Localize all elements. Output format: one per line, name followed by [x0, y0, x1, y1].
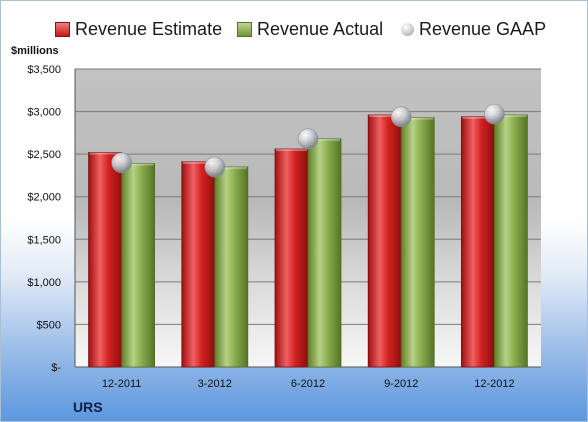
legend-label-estimate: Revenue Estimate — [75, 18, 223, 39]
bar-estimate-top-highlight — [89, 152, 121, 155]
legend-swatch-estimate — [55, 21, 70, 37]
x-tick-label: 6-2012 — [291, 378, 325, 390]
bar-estimate — [88, 152, 122, 368]
bar-estimate-top-highlight — [369, 114, 401, 117]
bar-actual — [493, 114, 528, 368]
y-tick-label: $3,500 — [27, 64, 61, 76]
gaap-marker — [297, 128, 319, 150]
legend-swatch-actual — [237, 21, 252, 37]
y-tick-label: $1,000 — [27, 277, 61, 289]
bar-estimate-top-highlight — [182, 161, 214, 164]
bar-estimate-top-highlight — [276, 149, 307, 152]
y-tick-label: $2,000 — [27, 192, 61, 204]
x-tick-label: 9-2012 — [384, 378, 418, 390]
bar-actual-top-highlight — [309, 138, 340, 141]
x-tick-label: 3-2012 — [198, 378, 232, 390]
company-label: URS — [73, 399, 103, 415]
bar-actual — [121, 163, 155, 368]
bar-estimate — [460, 116, 495, 368]
legend-label-actual: Revenue Actual — [257, 18, 384, 39]
y-tick-label: $500 — [37, 319, 61, 331]
x-tick-label: 12-2012 — [474, 378, 514, 390]
legend-label-gaap: Revenue GAAP — [419, 18, 547, 39]
bar-actual-top-highlight — [402, 117, 434, 120]
bar-actual — [400, 117, 435, 368]
gaap-marker — [111, 152, 132, 173]
bar-estimate-top-highlight — [462, 116, 494, 119]
gaap-marker — [390, 106, 412, 127]
bar-actual — [307, 138, 342, 368]
bar-estimate — [367, 114, 402, 368]
bar-estimate — [274, 148, 309, 368]
legend-item-gaap: Revenue GAAP — [401, 17, 546, 41]
y-axis-units-label: $millions — [11, 45, 59, 57]
y-tick-label: $- — [51, 362, 61, 374]
y-tick-label: $1,500 — [27, 234, 61, 246]
gaap-marker — [204, 156, 226, 178]
bar-estimate — [181, 161, 216, 368]
y-tick-label: $3,000 — [27, 107, 61, 119]
x-tick-label: 12-2011 — [102, 378, 142, 390]
legend: Revenue Estimate Revenue Actual Revenue … — [1, 17, 587, 41]
bar-actual-top-highlight — [122, 163, 154, 166]
gaap-marker — [484, 103, 505, 125]
y-tick-label: $2,500 — [27, 149, 61, 161]
legend-item-estimate: Revenue Estimate — [55, 17, 222, 41]
legend-swatch-gaap — [401, 22, 414, 36]
legend-item-actual: Revenue Actual — [237, 17, 383, 41]
bar-actual-top-highlight — [495, 114, 527, 117]
bar-actual — [214, 166, 249, 368]
bar-actual-top-highlight — [215, 166, 247, 169]
